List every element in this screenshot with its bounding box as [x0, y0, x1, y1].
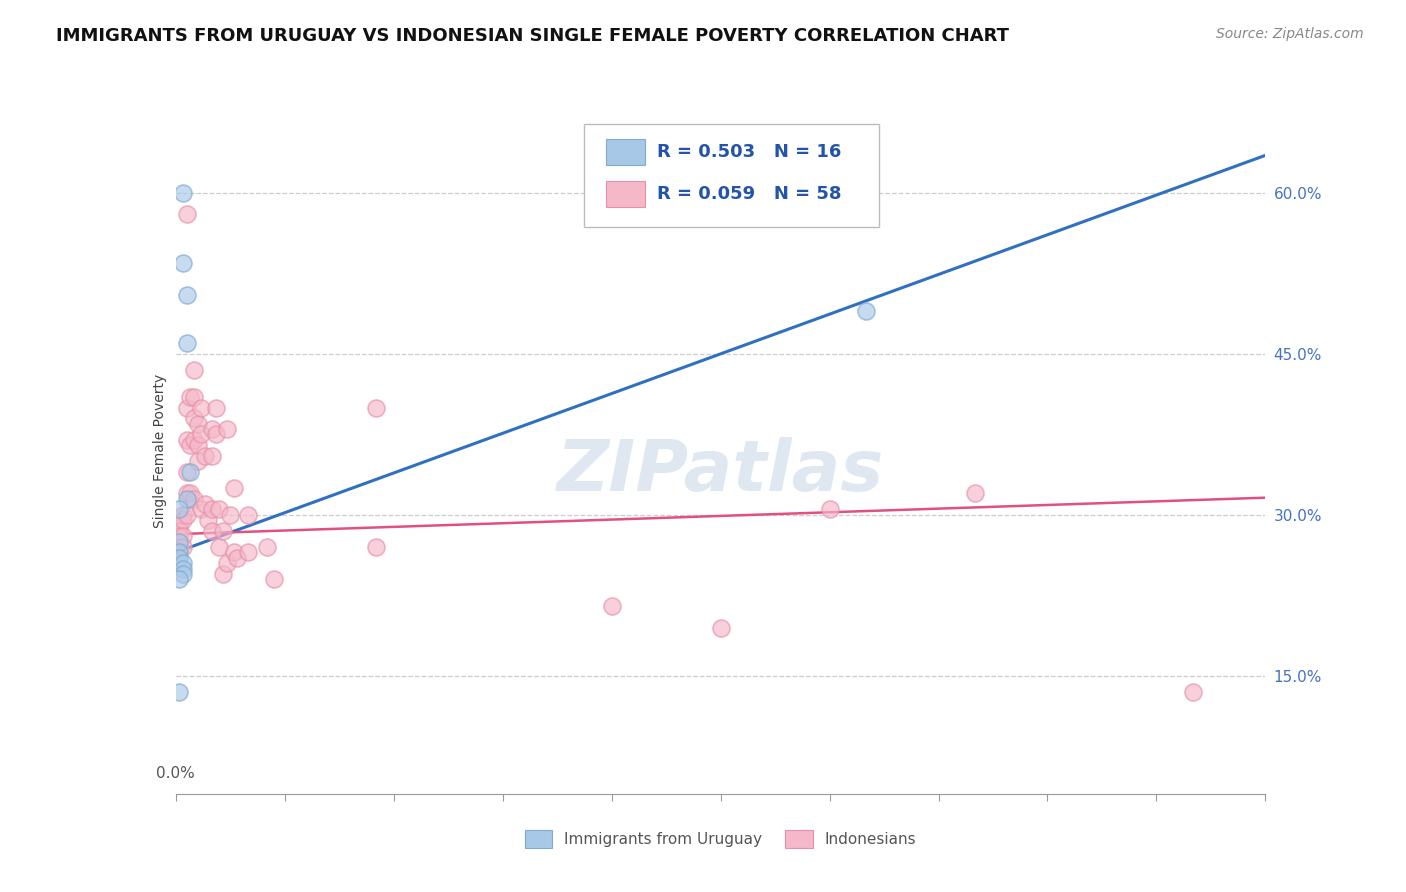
Point — [179, 390, 201, 404]
Point — [183, 390, 205, 404]
Point — [186, 417, 209, 431]
Point — [172, 255, 194, 269]
Point — [194, 449, 217, 463]
Point — [172, 540, 194, 554]
Point — [201, 422, 224, 436]
Point — [818, 502, 841, 516]
Point — [172, 566, 194, 581]
Point — [710, 621, 733, 635]
Point — [855, 304, 877, 318]
Point — [201, 502, 224, 516]
Point — [179, 465, 201, 479]
Point — [201, 524, 224, 538]
Point — [172, 561, 194, 575]
Point — [364, 540, 387, 554]
Point — [208, 540, 231, 554]
Point — [176, 465, 198, 479]
Point — [238, 545, 260, 559]
Point — [226, 550, 249, 565]
Point — [176, 207, 198, 221]
Point — [172, 186, 194, 200]
Point — [169, 502, 191, 516]
Point — [364, 401, 387, 415]
Point — [194, 497, 217, 511]
Text: R = 0.059   N = 58: R = 0.059 N = 58 — [658, 186, 842, 203]
Point — [204, 427, 226, 442]
Point — [176, 508, 198, 522]
Text: R = 0.503   N = 16: R = 0.503 N = 16 — [658, 144, 842, 161]
Point — [176, 491, 198, 506]
Point — [169, 685, 191, 699]
Point — [190, 502, 212, 516]
Point — [172, 556, 194, 570]
Point — [169, 545, 191, 559]
Point — [176, 336, 198, 351]
Point — [201, 449, 224, 463]
Point — [183, 433, 205, 447]
Point — [169, 518, 191, 533]
Point — [197, 513, 219, 527]
Point — [172, 513, 194, 527]
Legend: Immigrants from Uruguay, Indonesians: Immigrants from Uruguay, Indonesians — [524, 830, 917, 848]
Point — [222, 481, 245, 495]
Point — [176, 288, 198, 302]
Point — [169, 524, 191, 538]
Point — [183, 363, 205, 377]
Point — [179, 438, 201, 452]
Point — [169, 529, 191, 543]
Point — [169, 572, 191, 586]
Point — [176, 433, 198, 447]
Point — [204, 401, 226, 415]
Point — [186, 454, 209, 468]
Point — [212, 566, 235, 581]
Point — [172, 529, 194, 543]
Text: Source: ZipAtlas.com: Source: ZipAtlas.com — [1216, 27, 1364, 41]
Point — [190, 401, 212, 415]
Point — [190, 427, 212, 442]
Point — [256, 540, 278, 554]
Point — [169, 534, 191, 549]
Point — [1181, 685, 1204, 699]
Point — [600, 599, 623, 613]
Point — [263, 572, 285, 586]
Point — [212, 524, 235, 538]
Point — [176, 486, 198, 500]
Point — [219, 508, 242, 522]
Text: ZIPatlas: ZIPatlas — [557, 436, 884, 506]
Point — [169, 550, 191, 565]
Point — [179, 486, 201, 500]
Point — [169, 540, 191, 554]
Bar — [606, 180, 645, 207]
Point — [208, 502, 231, 516]
Point — [222, 545, 245, 559]
Point — [963, 486, 986, 500]
Point — [176, 401, 198, 415]
Text: IMMIGRANTS FROM URUGUAY VS INDONESIAN SINGLE FEMALE POVERTY CORRELATION CHART: IMMIGRANTS FROM URUGUAY VS INDONESIAN SI… — [56, 27, 1010, 45]
Point — [238, 508, 260, 522]
Y-axis label: Single Female Poverty: Single Female Poverty — [153, 374, 167, 527]
Text: 0.0%: 0.0% — [156, 766, 195, 781]
Point — [186, 438, 209, 452]
Bar — [606, 139, 645, 165]
FancyBboxPatch shape — [585, 124, 879, 227]
Point — [183, 411, 205, 425]
Point — [215, 422, 238, 436]
Point — [172, 508, 194, 522]
Point — [215, 556, 238, 570]
Point — [183, 491, 205, 506]
